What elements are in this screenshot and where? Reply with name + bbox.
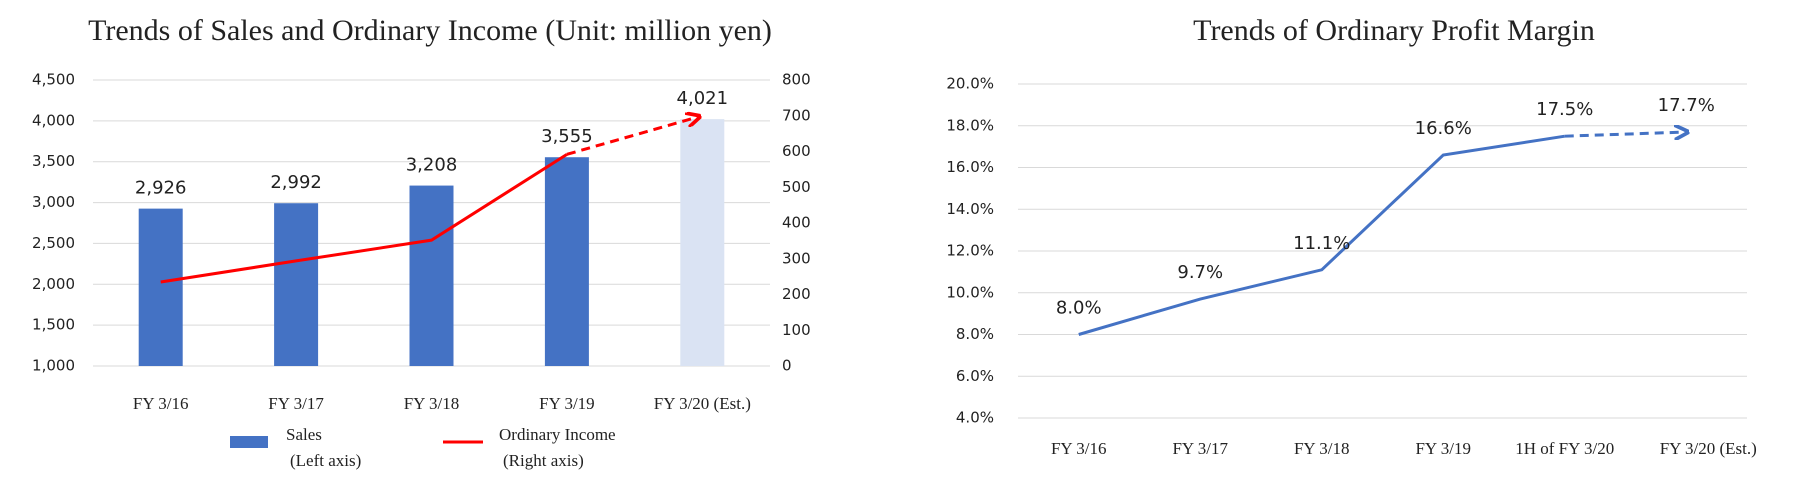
y-tick-label: 8.0%	[956, 325, 994, 343]
data-label: 2,926	[135, 178, 187, 199]
bar	[680, 119, 725, 366]
y2-tick-label: 200	[782, 285, 811, 303]
data-label: 8.0%	[1056, 298, 1102, 319]
chart-title: Trends of Ordinary Profit Margin	[1193, 14, 1595, 47]
x-tick-label: FY 3/17	[1172, 439, 1228, 458]
y-tick-label: 4,500	[32, 71, 75, 89]
x-tick-label: FY 3/19	[539, 394, 595, 413]
data-label: 17.5%	[1536, 99, 1593, 120]
x-tick-label: FY 3/17	[268, 394, 324, 413]
x-tick-label: FY 3/16	[133, 394, 189, 413]
line-dashed	[1564, 132, 1687, 136]
legend-label: Sales	[286, 425, 322, 444]
data-label: 3,208	[406, 155, 458, 176]
x-tick-label: 1H of FY 3/20	[1515, 439, 1614, 458]
x-tick-label: FY 3/18	[404, 394, 460, 413]
y-tick-label: 2,000	[32, 275, 75, 293]
x-tick-label: FY 3/19	[1415, 439, 1471, 458]
data-label: 16.6%	[1415, 118, 1472, 139]
legend-swatch	[230, 436, 268, 448]
legend-note: (Left axis)	[290, 451, 361, 470]
bar	[138, 208, 183, 366]
bar	[409, 185, 454, 366]
y-tick-label: 18.0%	[946, 116, 994, 134]
y-tick-label: 14.0%	[946, 200, 994, 218]
x-tick-label: FY 3/16	[1051, 439, 1107, 458]
data-label: 3,555	[541, 126, 593, 147]
data-label: 11.1%	[1293, 233, 1350, 254]
y2-tick-label: 700	[782, 106, 811, 124]
y2-tick-label: 0	[782, 357, 792, 375]
data-label: 2,992	[270, 172, 322, 193]
y2-tick-label: 600	[782, 142, 811, 160]
bar	[274, 203, 319, 366]
y-tick-label: 6.0%	[956, 367, 994, 385]
y2-tick-label: 300	[782, 249, 811, 267]
data-label: 4,021	[677, 88, 729, 109]
y-tick-label: 10.0%	[946, 283, 994, 301]
y-tick-label: 4,000	[32, 111, 75, 129]
y-tick-label: 20.0%	[946, 75, 994, 93]
y2-tick-label: 500	[782, 178, 811, 196]
x-tick-label: FY 3/20 (Est.)	[654, 394, 751, 413]
y-tick-label: 16.0%	[946, 158, 994, 176]
data-label: 17.7%	[1658, 95, 1715, 116]
x-tick-label: FY 3/20 (Est.)	[1660, 439, 1757, 458]
y-tick-label: 1,500	[32, 316, 75, 334]
x-tick-label: FY 3/18	[1294, 439, 1350, 458]
y-tick-label: 12.0%	[946, 242, 994, 260]
line	[160, 153, 568, 284]
legend-note: (Right axis)	[503, 451, 584, 470]
y-tick-label: 1,000	[32, 357, 75, 375]
chart-title: Trends of Sales and Ordinary Income (Uni…	[88, 14, 772, 47]
y2-tick-label: 400	[782, 214, 811, 232]
y-tick-label: 3,000	[32, 193, 75, 211]
y2-tick-label: 800	[782, 71, 811, 89]
y-tick-label: 3,500	[32, 152, 75, 170]
data-label: 9.7%	[1177, 262, 1223, 283]
y-tick-label: 2,500	[32, 234, 75, 252]
legend-label: Ordinary Income	[499, 425, 616, 444]
bar	[544, 157, 589, 366]
line-dashed	[566, 117, 698, 156]
y-tick-label: 4.0%	[956, 409, 994, 427]
y2-tick-label: 100	[782, 321, 811, 339]
line	[1078, 134, 1565, 336]
